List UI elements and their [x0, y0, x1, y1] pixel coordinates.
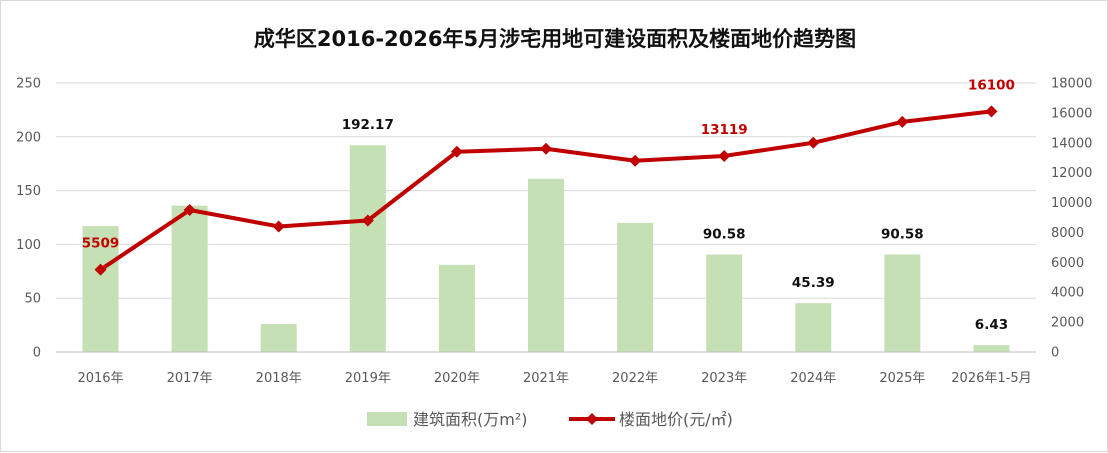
x-axis: 2016年 2017年 2018年 2019年 2020年 2021年 2022年 2023年…: [56, 351, 1036, 386]
y-left-tick-label: 200: [16, 130, 41, 145]
line-point: [896, 115, 909, 128]
bar-data-label: 192.17: [342, 117, 394, 133]
y-right-tick-label: 16000: [1051, 106, 1092, 121]
legend-bar-label: 建筑面积(万m²): [413, 410, 528, 429]
line-point: [807, 136, 820, 149]
bar: [260, 324, 297, 352]
bar-data-label: 45.39: [792, 275, 835, 291]
y-axis-left: 0 50 100 150 200 250: [16, 77, 41, 361]
line-point: [629, 154, 642, 167]
line-point: [450, 145, 463, 158]
bar-data-label: 90.58: [881, 227, 924, 243]
bar: [795, 303, 832, 352]
x-tick-label: 2023年: [701, 371, 747, 386]
line-data-label: 5509: [82, 236, 120, 252]
bar: [617, 222, 654, 352]
line-point: [985, 105, 998, 118]
y-right-tick-label: 10000: [1051, 196, 1092, 211]
line-data-label: 16100: [968, 77, 1015, 93]
y-right-tick-label: 18000: [1051, 77, 1092, 92]
line-point: [272, 220, 285, 233]
line-point: [361, 214, 374, 227]
x-tick-label: 2016年: [77, 371, 123, 386]
x-tick-label: 2022年: [612, 371, 658, 386]
y-left-tick-label: 50: [24, 292, 41, 307]
y-right-tick-label: 4000: [1051, 286, 1084, 301]
y-right-tick-label: 14000: [1051, 136, 1092, 151]
x-tick-label: 2024年: [790, 371, 836, 386]
legend-line-marker: [586, 413, 598, 425]
line-point: [718, 149, 731, 162]
chart-title: 成华区2016-2026年5月涉宅用地可建设面积及楼面地价趋势图: [254, 27, 856, 51]
bar: [82, 226, 119, 352]
data-labels: 192.17 90.58 45.39 90.58 6.43 5509 13119 16100: [82, 77, 1015, 333]
bar-data-label: 6.43: [975, 317, 1008, 333]
y-right-tick-label: 6000: [1051, 256, 1084, 271]
bar: [706, 254, 743, 352]
y-left-tick-label: 100: [16, 238, 41, 253]
bar: [528, 178, 564, 352]
legend-line-label: 楼面地价(元/㎡): [619, 410, 733, 429]
x-tick-label: 2017年: [167, 371, 213, 386]
x-tick-label: 2019年: [345, 371, 391, 386]
x-tick-label: 2018年: [256, 371, 302, 386]
y-right-tick-label: 8000: [1051, 226, 1084, 241]
x-tick-label: 2025年: [879, 371, 925, 386]
x-tick-label: 2021年: [523, 371, 569, 386]
y-right-tick-label: 12000: [1051, 166, 1092, 181]
line-data-label: 13119: [701, 122, 748, 138]
x-tick-label: 2026年1-5月: [951, 371, 1031, 386]
bar-data-label: 90.58: [703, 227, 746, 243]
line-point: [183, 204, 196, 217]
legend: 建筑面积(万m²) 楼面地价(元/㎡): [367, 410, 733, 429]
y-left-tick-label: 150: [16, 184, 41, 199]
x-tick-label: 2020年: [434, 371, 480, 386]
line-point: [94, 263, 107, 276]
y-left-tick-label: 0: [33, 346, 41, 361]
bar: [171, 205, 208, 352]
line-series: [94, 105, 998, 276]
bar: [349, 145, 386, 352]
y-left-tick-label: 250: [16, 77, 41, 92]
bar-series: [82, 145, 1010, 352]
y-right-tick-label: 0: [1051, 346, 1059, 361]
bar: [438, 264, 475, 352]
y-axis-right: 0 2000 4000 6000 8000 10000 12000 14000 16000 180…: [1051, 77, 1092, 361]
bar: [973, 345, 1010, 352]
y-right-tick-label: 2000: [1051, 316, 1084, 331]
bar: [884, 254, 921, 352]
legend-bar-swatch: [367, 412, 407, 426]
line-point: [540, 142, 552, 155]
